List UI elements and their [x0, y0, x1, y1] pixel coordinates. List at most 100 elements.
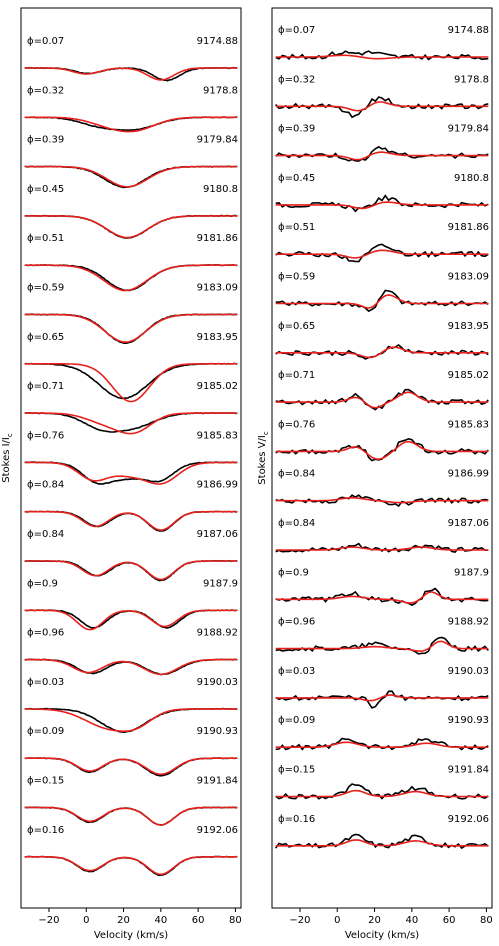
profile-row: ϕ=0.45 9180.8	[24, 184, 238, 239]
stokes-i-panel: −20 0 20 40 60 80 Velocity (km/s) Stokes I/Ic ϕ=…	[1, 7, 242, 941]
observed-profile-line	[275, 542, 489, 553]
hjd-label: 9179.84	[448, 124, 489, 135]
profile-row: ϕ=0.07 9174.88	[24, 36, 238, 82]
hjd-label: 9183.09	[448, 272, 489, 283]
phase-label: ϕ=0.09	[27, 726, 64, 737]
hjd-label: 9178.8	[203, 85, 238, 96]
profile-row: ϕ=0.9 9187.9	[275, 567, 489, 606]
profile-row: ϕ=0.76 9185.83	[275, 419, 489, 462]
profile-row: ϕ=0.84 9186.99	[275, 469, 489, 508]
model-profile-line	[24, 609, 238, 631]
model-profile-line	[24, 708, 238, 732]
phase-label: ϕ=0.16	[278, 814, 315, 825]
x-tick-label: 80	[480, 915, 493, 926]
hjd-label: 9186.99	[448, 469, 489, 480]
model-profile-line	[24, 165, 238, 188]
hjd-label: 9187.06	[197, 529, 238, 540]
x-tick-label: 60	[192, 915, 205, 926]
hjd-label: 9185.02	[197, 381, 238, 392]
hjd-label: 9187.06	[448, 518, 489, 529]
hjd-label: 9181.86	[448, 222, 489, 233]
model-profile-line	[275, 546, 489, 551]
model-profile-line	[24, 461, 238, 485]
model-profile-line	[275, 789, 489, 798]
phase-label: ϕ=0.71	[27, 381, 64, 392]
profile-row: ϕ=0.71 9185.02	[275, 370, 489, 411]
phase-label: ϕ=0.84	[278, 469, 315, 480]
model-profile-line	[24, 215, 238, 239]
profile-row: ϕ=0.16 9192.06	[275, 814, 489, 850]
model-profile-line	[275, 201, 489, 210]
phase-label: ϕ=0.32	[278, 74, 315, 85]
hjd-label: 9183.95	[448, 321, 489, 332]
model-profile-line	[275, 591, 489, 604]
hjd-label: 9180.8	[454, 173, 489, 184]
model-profile-line	[24, 67, 238, 81]
profile-row: ϕ=0.39 9179.84	[275, 124, 489, 162]
profile-row: ϕ=0.59 9183.09	[275, 272, 489, 313]
phase-label: ϕ=0.45	[278, 173, 315, 184]
phase-label: ϕ=0.71	[278, 370, 315, 381]
model-profile-line	[275, 54, 489, 60]
profile-row: ϕ=0.84 9186.99	[24, 480, 238, 532]
phase-label: ϕ=0.03	[278, 666, 315, 677]
profile-row: ϕ=0.96 9188.92	[275, 617, 489, 655]
phase-label: ϕ=0.07	[278, 25, 315, 36]
phase-label: ϕ=0.15	[27, 776, 64, 787]
hjd-label: 9185.83	[197, 430, 238, 441]
profile-row: ϕ=0.45 9180.8	[275, 173, 489, 213]
phase-label: ϕ=0.45	[27, 184, 64, 195]
model-profile-line	[275, 440, 489, 461]
phase-label: ϕ=0.07	[27, 36, 64, 47]
x-tick-label: 40	[154, 915, 167, 926]
hjd-label: 9187.9	[203, 578, 238, 589]
phase-label: ϕ=0.51	[27, 233, 64, 244]
model-profile-line	[275, 839, 489, 847]
model-profile-line	[24, 264, 238, 292]
profile-row: ϕ=0.16 9192.06	[24, 825, 238, 876]
hjd-label: 9174.88	[197, 36, 238, 47]
model-profile-line	[24, 856, 238, 876]
profile-row: ϕ=0.15 9191.84	[24, 776, 238, 827]
y-axis-label: Stokes V/Ic	[257, 431, 270, 485]
hjd-label: 9181.86	[197, 233, 238, 244]
observed-profile-line	[275, 388, 489, 411]
profile-row: ϕ=0.32 9178.8	[24, 85, 238, 133]
model-profile-line	[24, 363, 238, 403]
stokes-v-panel: −20 0 20 40 60 80 Velocity (km/s) Stokes V/Ic ϕ=…	[257, 7, 493, 941]
model-profile-line	[275, 101, 489, 112]
model-profile-line	[24, 313, 238, 343]
profile-row: ϕ=0.03 9190.03	[275, 666, 489, 709]
x-tick-label: 0	[83, 915, 89, 926]
hjd-label: 9185.83	[448, 419, 489, 430]
profile-row: ϕ=0.71 9185.02	[24, 381, 238, 435]
model-profile-line	[24, 560, 238, 581]
hjd-label: 9190.03	[197, 677, 238, 688]
profile-row: ϕ=0.96 9188.92	[24, 628, 238, 676]
x-tick-label: −20	[289, 915, 310, 926]
model-profile-line	[275, 391, 489, 409]
profile-row: ϕ=0.65 9183.95	[275, 321, 489, 360]
phase-label: ϕ=0.39	[27, 135, 64, 146]
phase-label: ϕ=0.09	[278, 715, 315, 726]
hjd-label: 9180.8	[203, 184, 238, 195]
hjd-label: 9186.99	[197, 480, 238, 491]
y-axis-label: Stokes I/Ic	[1, 433, 14, 483]
hjd-label: 9191.84	[448, 765, 489, 776]
hjd-label: 9174.88	[448, 25, 489, 36]
phase-label: ϕ=0.32	[27, 85, 64, 96]
profile-row: ϕ=0.51 9181.86	[24, 233, 238, 292]
phase-label: ϕ=0.03	[27, 677, 64, 688]
model-profile-line	[275, 496, 489, 504]
profile-row: ϕ=0.65 9183.95	[24, 332, 238, 403]
phase-label: ϕ=0.65	[27, 332, 64, 343]
hjd-label: 9188.92	[197, 628, 238, 639]
hjd-label: 9187.9	[454, 567, 489, 578]
profile-row: ϕ=0.76 9185.83	[24, 430, 238, 485]
profile-row: ϕ=0.03 9190.03	[24, 677, 238, 734]
phase-label: ϕ=0.39	[278, 124, 315, 135]
phase-label: ϕ=0.84	[278, 518, 315, 529]
hjd-label: 9192.06	[197, 825, 238, 836]
hjd-label: 9179.84	[197, 135, 238, 146]
